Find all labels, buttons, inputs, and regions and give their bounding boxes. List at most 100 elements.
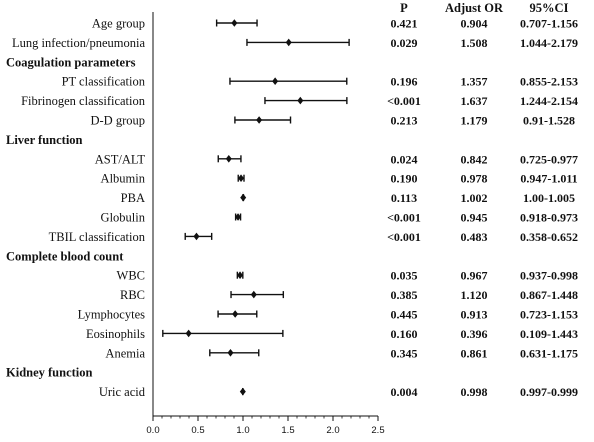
row-label: Albumin	[101, 172, 146, 186]
or-point	[272, 77, 279, 85]
or-value: 1.179	[461, 114, 488, 128]
or-value: 0.998	[461, 385, 488, 399]
or-value: 0.396	[461, 327, 488, 341]
or-point	[227, 349, 234, 357]
row-pt-classification: PT classification 0.196 1.357 0.855-2.153	[62, 75, 578, 89]
or-value: 0.913	[461, 308, 488, 322]
ci-value: 1.044-2.179	[520, 36, 578, 50]
row-label: RBC	[120, 288, 145, 302]
row-wbc: WBC 0.035 0.967 0.937-0.998	[117, 269, 578, 283]
p-value: 0.385	[391, 288, 418, 302]
row-label: Eosinophils	[86, 327, 145, 341]
group-complete-blood-count: Complete blood count	[6, 249, 124, 263]
x-tick-label: 2.0	[326, 425, 339, 436]
row-label: Lymphocytes	[78, 308, 145, 322]
p-value: <0.001	[387, 211, 421, 225]
or-value: 0.842	[461, 152, 488, 166]
row-label: Lung infection/pneumonia	[12, 36, 145, 50]
p-value: 0.024	[391, 152, 418, 166]
row-label: Globulin	[101, 211, 146, 225]
x-tick-label: 0.0	[146, 425, 159, 436]
ci-value: 1.00-1.005	[523, 191, 575, 205]
group-heading: Liver function	[6, 133, 83, 147]
ci-value: 0.109-1.443	[520, 327, 578, 341]
group-kidney-function: Kidney function	[6, 366, 93, 380]
row-d-d-group: D-D group 0.213 1.179 0.91-1.528	[90, 114, 575, 128]
row-pba: PBA 0.113 1.002 1.00-1.005	[121, 191, 575, 205]
row-rbc: RBC 0.385 1.120 0.867-1.448	[120, 288, 578, 302]
x-tick-label: 2.5	[371, 425, 384, 436]
p-value: 0.345	[391, 346, 418, 360]
or-point	[232, 310, 239, 318]
p-value: <0.001	[387, 94, 421, 108]
row-lymphocytes: Lymphocytes 0.445 0.913 0.723-1.153	[78, 308, 578, 322]
rows: Age group 0.421 0.904 0.707-1.156 Lung infec…	[6, 17, 578, 400]
p-value: 0.421	[391, 17, 418, 31]
or-point	[185, 329, 192, 338]
row-label: PT classification	[62, 75, 146, 89]
row-lung-infection-pneumonia: Lung infection/pneumonia 0.029 1.508 1.044-…	[12, 36, 578, 50]
row-fibrinogen-classification: Fibrinogen classification <0.001 1.637 1.24…	[21, 94, 578, 108]
ci-value: 0.867-1.448	[520, 288, 578, 302]
group-coagulation-parameters: Coagulation parameters	[6, 55, 136, 69]
or-point	[235, 213, 242, 221]
x-axis: 0.0 0.5 1.0 1.5 2.0 2.5	[146, 12, 385, 436]
p-value: 0.190	[391, 172, 418, 186]
or-value: 0.978	[461, 172, 488, 186]
group-heading: Kidney function	[6, 366, 93, 380]
ci-value: 0.947-1.011	[520, 172, 577, 186]
header-ci: 95%CI	[530, 1, 569, 15]
header-p: P	[400, 1, 408, 15]
row-anemia: Anemia 0.345 0.861 0.631-1.175	[105, 346, 578, 360]
group-liver-function: Liver function	[6, 133, 83, 147]
row-label: Uric acid	[99, 385, 146, 399]
row-label: D-D group	[90, 114, 145, 128]
ci-value: 0.358-0.652	[520, 230, 578, 244]
p-value: <0.001	[387, 230, 421, 244]
row-label: Age group	[92, 17, 145, 31]
p-value: 0.196	[391, 75, 418, 89]
row-label: Fibrinogen classification	[21, 94, 146, 108]
x-tick-label: 1.5	[281, 425, 294, 436]
row-label: AST/ALT	[95, 152, 146, 166]
or-point	[238, 174, 245, 182]
p-value: 0.160	[391, 327, 418, 341]
row-albumin: Albumin 0.190 0.978 0.947-1.011	[101, 172, 578, 186]
ci-value: 0.723-1.153	[520, 308, 578, 322]
row-label: Anemia	[105, 346, 145, 360]
or-point	[193, 232, 200, 241]
group-heading: Coagulation parameters	[6, 55, 136, 69]
x-tick-label: 1.0	[236, 425, 249, 436]
or-value: 1.637	[461, 94, 488, 108]
or-value: 1.357	[461, 75, 488, 89]
p-value: 0.213	[391, 114, 418, 128]
p-value: 0.035	[391, 269, 418, 283]
row-age-group: Age group 0.421 0.904 0.707-1.156	[92, 17, 578, 31]
or-value: 1.002	[461, 191, 488, 205]
ci-value: 0.725-0.977	[520, 152, 578, 166]
p-value: 0.445	[391, 308, 418, 322]
header-adjust-or: Adjust OR	[445, 1, 504, 15]
p-value: 0.113	[391, 191, 417, 205]
or-value: 1.508	[461, 36, 488, 50]
ci-value: 0.91-1.528	[523, 114, 575, 128]
or-point	[239, 387, 246, 396]
or-point	[250, 290, 257, 299]
column-headers: P Adjust OR 95%CI	[400, 1, 568, 15]
x-tick-label: 0.5	[191, 425, 204, 436]
ci-value: 0.918-0.973	[520, 211, 578, 225]
group-heading: Complete blood count	[6, 249, 124, 263]
or-point	[297, 96, 304, 105]
row-uric-acid: Uric acid 0.004 0.998 0.997-0.999	[99, 385, 578, 399]
or-value: 0.967	[461, 269, 488, 283]
or-point	[285, 38, 292, 47]
or-point	[231, 19, 238, 27]
or-point	[240, 193, 247, 202]
p-value: 0.004	[391, 385, 418, 399]
row-eosinophils: Eosinophils 0.160 0.396 0.109-1.443	[86, 327, 578, 341]
row-label: WBC	[117, 269, 145, 283]
ci-value: 1.244-2.154	[520, 94, 578, 108]
row-globulin: Globulin <0.001 0.945 0.918-0.973	[101, 211, 578, 225]
ci-value: 0.631-1.175	[520, 346, 578, 360]
ci-value: 0.937-0.998	[520, 269, 578, 283]
